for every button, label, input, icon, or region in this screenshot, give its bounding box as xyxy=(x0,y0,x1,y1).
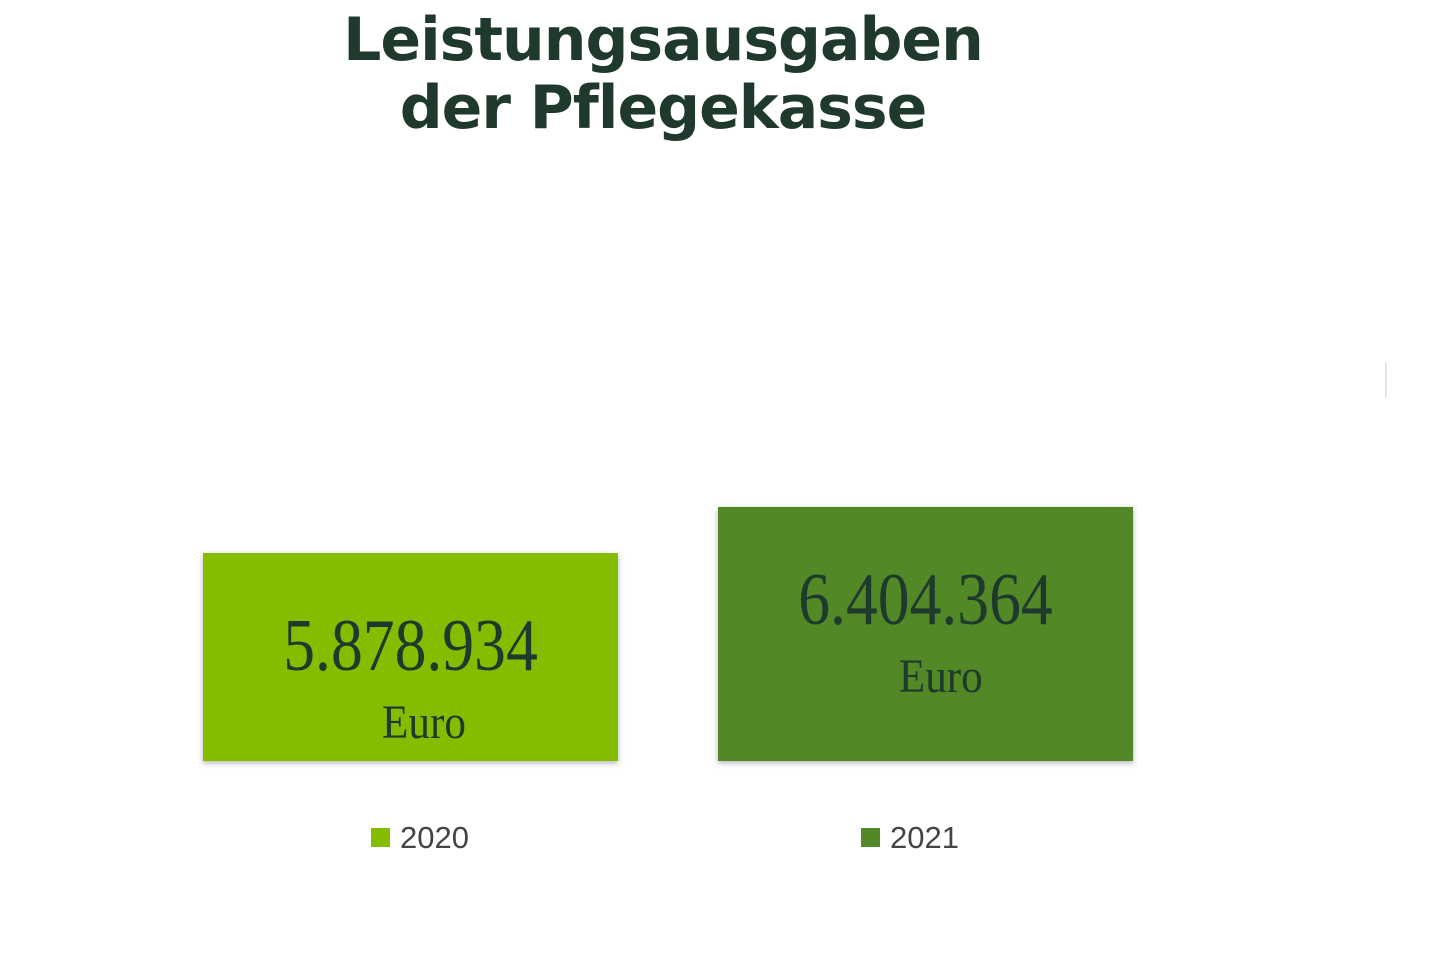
chart-title-line-1: Leistungsausgaben xyxy=(343,5,984,75)
legend-swatch xyxy=(861,828,880,847)
edge-artifact-mark xyxy=(1385,362,1387,398)
data-label-unit: Euro xyxy=(899,649,983,703)
legend-item-2020: 2020 xyxy=(371,820,469,855)
bar-2020 xyxy=(203,552,618,761)
chart-title: Leistungsausgaben der Pflegekasse xyxy=(300,6,1026,142)
legend-label: 2020 xyxy=(400,820,469,855)
data-label-value: 6.404.364 xyxy=(798,559,1053,640)
chart-title-line-2: der Pflegekasse xyxy=(399,73,928,143)
bar-group-2020: 5.878.934 Euro xyxy=(203,552,618,761)
bar-group-2021: 6.404.364 Euro xyxy=(718,506,1133,761)
legend-label: 2021 xyxy=(890,820,959,855)
data-label-unit: Euro xyxy=(382,695,466,749)
legend-item-2021: 2021 xyxy=(861,820,959,855)
bar-2021 xyxy=(718,506,1133,761)
data-label-value: 5.878.934 xyxy=(283,605,538,686)
legend-swatch xyxy=(371,828,390,847)
